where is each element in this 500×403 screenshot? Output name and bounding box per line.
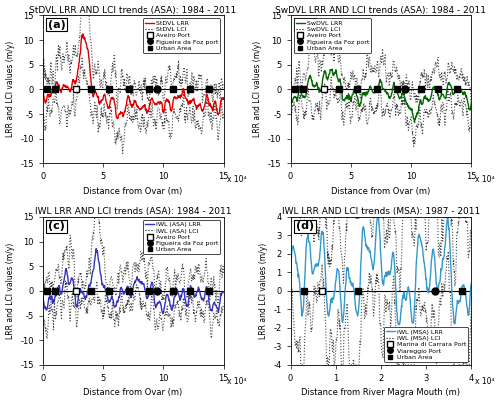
- X-axis label: Distance from River Magra Mouth (m): Distance from River Magra Mouth (m): [302, 388, 460, 397]
- Text: x 10⁴: x 10⁴: [475, 175, 494, 184]
- Title: IWL LRR AND LCI trends (MSA): 1987 - 2011: IWL LRR AND LCI trends (MSA): 1987 - 201…: [282, 207, 480, 216]
- Legend: StDVL LRR, StDVL LCI, Aveiro Port, Figueira da Foz port, Urban Area: StDVL LRR, StDVL LCI, Aveiro Port, Figue…: [143, 19, 220, 53]
- Title: SwDVL LRR AND LCI trends (ASA): 1984 - 2011: SwDVL LRR AND LCI trends (ASA): 1984 - 2…: [276, 6, 486, 15]
- Y-axis label: LRR and LCI values (m/y): LRR and LCI values (m/y): [6, 243, 15, 339]
- Text: (a): (a): [48, 20, 66, 30]
- Title: IWL LRR AND LCI trends (ASA): 1984 - 2011: IWL LRR AND LCI trends (ASA): 1984 - 201…: [35, 207, 232, 216]
- Legend: IWL (MSA) LRR, IWL (MSA) LCI, Marina di Carrara Port, Viareggio Port, Urban Area: IWL (MSA) LRR, IWL (MSA) LCI, Marina di …: [384, 327, 468, 362]
- X-axis label: Distance from Ovar (m): Distance from Ovar (m): [84, 388, 182, 397]
- Text: (d): (d): [296, 221, 314, 231]
- Text: x 10⁴: x 10⁴: [227, 377, 246, 386]
- Text: x 10⁴: x 10⁴: [475, 377, 494, 386]
- Y-axis label: LRR and LCI values (m/y): LRR and LCI values (m/y): [6, 41, 15, 137]
- Title: StDVL LRR AND LCI trends (ASA): 1984 - 2011: StDVL LRR AND LCI trends (ASA): 1984 - 2…: [30, 6, 236, 15]
- Text: x 10⁴: x 10⁴: [227, 175, 246, 184]
- X-axis label: Distance from Ovar (m): Distance from Ovar (m): [84, 187, 182, 196]
- Legend: IWL (ASA) LRR, IWL (ASA) LCI, Aveiro Port, Figueira da Foz port, Urban Area: IWL (ASA) LRR, IWL (ASA) LCI, Aveiro Por…: [143, 220, 220, 254]
- Text: (b): (b): [296, 20, 314, 30]
- Text: (c): (c): [48, 221, 65, 231]
- Y-axis label: LRR and LCI values (m/y): LRR and LCI values (m/y): [258, 243, 268, 339]
- Legend: SwDVL LRR, SwDVL LCI, Aveiro Port, Figueira da Foz port, Urban Area: SwDVL LRR, SwDVL LCI, Aveiro Port, Figue…: [294, 19, 371, 53]
- X-axis label: Distance from Ovar (m): Distance from Ovar (m): [332, 187, 430, 196]
- Y-axis label: LRR and LCI values (m/y): LRR and LCI values (m/y): [254, 41, 262, 137]
